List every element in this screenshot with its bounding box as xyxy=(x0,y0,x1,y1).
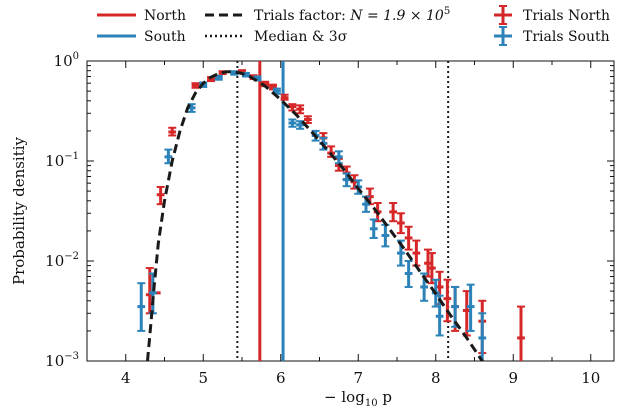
y-tick-label-exp: −3 xyxy=(64,351,79,362)
y-tick-label-base: 10 xyxy=(54,52,73,70)
y-tick-label-exp: −1 xyxy=(64,151,79,162)
plot-area xyxy=(86,60,615,362)
legend-trials-factor-text: Trials factor: xyxy=(254,8,350,24)
x-axis-label-var: p xyxy=(378,388,392,406)
x-axis-label-main: − log xyxy=(324,388,365,406)
trials-north-point xyxy=(288,103,297,112)
trials-south-point xyxy=(334,150,343,165)
legend-trials-north-symbol xyxy=(494,5,512,25)
trials-south-point xyxy=(478,312,487,361)
trials-north-point xyxy=(296,104,305,115)
legend-trials-south-symbol xyxy=(494,26,512,46)
trials-north-point xyxy=(280,93,289,101)
trials-north-point xyxy=(404,225,413,251)
legend-trials-south-marker xyxy=(494,26,512,46)
trials-south-point xyxy=(404,260,413,288)
legend-south-label: South xyxy=(144,29,186,45)
trials-north-point xyxy=(168,126,177,137)
trials-north-point xyxy=(191,82,200,89)
legend-trials-north-label: Trials North xyxy=(523,8,610,24)
trials-north-point xyxy=(517,305,525,361)
trials-north-point xyxy=(389,202,398,223)
trials-south-point xyxy=(137,282,146,332)
legend-north-label: North xyxy=(144,8,186,24)
legend: North South Trials factor: N = 1.9 × 105… xyxy=(97,5,610,46)
y-tick-label-base: 10 xyxy=(45,152,64,170)
y-axis-label: Probability densitiy xyxy=(10,136,28,285)
plot-content xyxy=(137,61,525,361)
x-tick-label: 6 xyxy=(276,369,286,387)
legend-trials-factor-label: Trials factor: N = 1.9 × 105 xyxy=(254,6,450,24)
trials-factor-curve xyxy=(146,70,485,361)
y-tick-label: 10−2 xyxy=(45,251,79,270)
legend-median-label: Median & 3σ xyxy=(254,29,348,45)
x-tick-label: 9 xyxy=(508,369,518,387)
trials-north-point xyxy=(427,252,436,285)
y-tick-label: 10−3 xyxy=(45,351,79,370)
legend-trials-exp: 5 xyxy=(444,6,450,17)
trials-north-point xyxy=(443,278,452,323)
y-tick-label-exp: 0 xyxy=(73,51,79,62)
y-tick-label-exp: −2 xyxy=(64,251,79,262)
legend-trials-north-marker xyxy=(494,5,512,25)
trials-south-point xyxy=(369,218,378,239)
y-tick-label: 100 xyxy=(54,51,79,70)
x-tick-label: 7 xyxy=(353,369,363,387)
x-axis-label-sub: 10 xyxy=(365,398,378,409)
trials-south-point xyxy=(435,294,444,337)
x-tick-label: 4 xyxy=(121,369,131,387)
legend-trials-south-label: Trials South xyxy=(523,29,610,45)
y-tick-label-base: 10 xyxy=(45,252,64,270)
x-tick-label: 8 xyxy=(431,369,441,387)
y-tick-label: 10−1 xyxy=(45,151,79,170)
x-axis-label: − log10 p xyxy=(324,388,392,409)
y-tick-label-base: 10 xyxy=(45,352,64,370)
trials-south-point xyxy=(288,118,297,128)
axis-ticks xyxy=(86,60,614,362)
x-tick-label: 5 xyxy=(198,369,208,387)
legend-trials-formula: N = 1.9 × 10 xyxy=(349,8,444,24)
trials-south-point xyxy=(466,283,475,332)
x-tick-label: 10 xyxy=(581,369,600,387)
trials-north-point xyxy=(396,212,405,235)
